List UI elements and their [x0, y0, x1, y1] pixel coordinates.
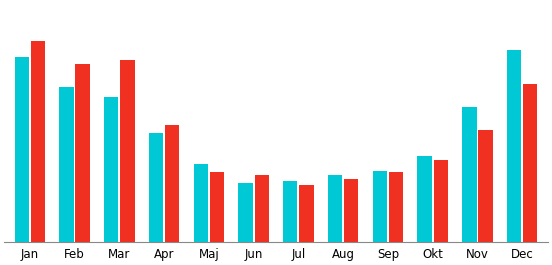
Bar	[76, 64, 90, 242]
Bar	[254, 175, 269, 242]
Bar	[238, 183, 253, 242]
Bar	[478, 130, 492, 242]
Bar	[417, 156, 432, 242]
Bar	[165, 125, 179, 242]
Bar	[389, 171, 403, 242]
Bar	[14, 57, 29, 242]
Bar	[104, 97, 119, 242]
Bar	[373, 171, 387, 242]
Bar	[31, 41, 45, 242]
Bar	[344, 179, 358, 242]
Bar	[210, 172, 224, 242]
Bar	[328, 175, 342, 242]
Bar	[433, 160, 448, 242]
Bar	[523, 83, 538, 242]
Bar	[507, 50, 521, 242]
Bar	[194, 164, 208, 242]
Bar	[299, 186, 314, 242]
Bar	[120, 60, 135, 242]
Bar	[149, 133, 163, 242]
Bar	[283, 182, 298, 242]
Bar	[60, 87, 74, 242]
Bar	[462, 107, 476, 242]
